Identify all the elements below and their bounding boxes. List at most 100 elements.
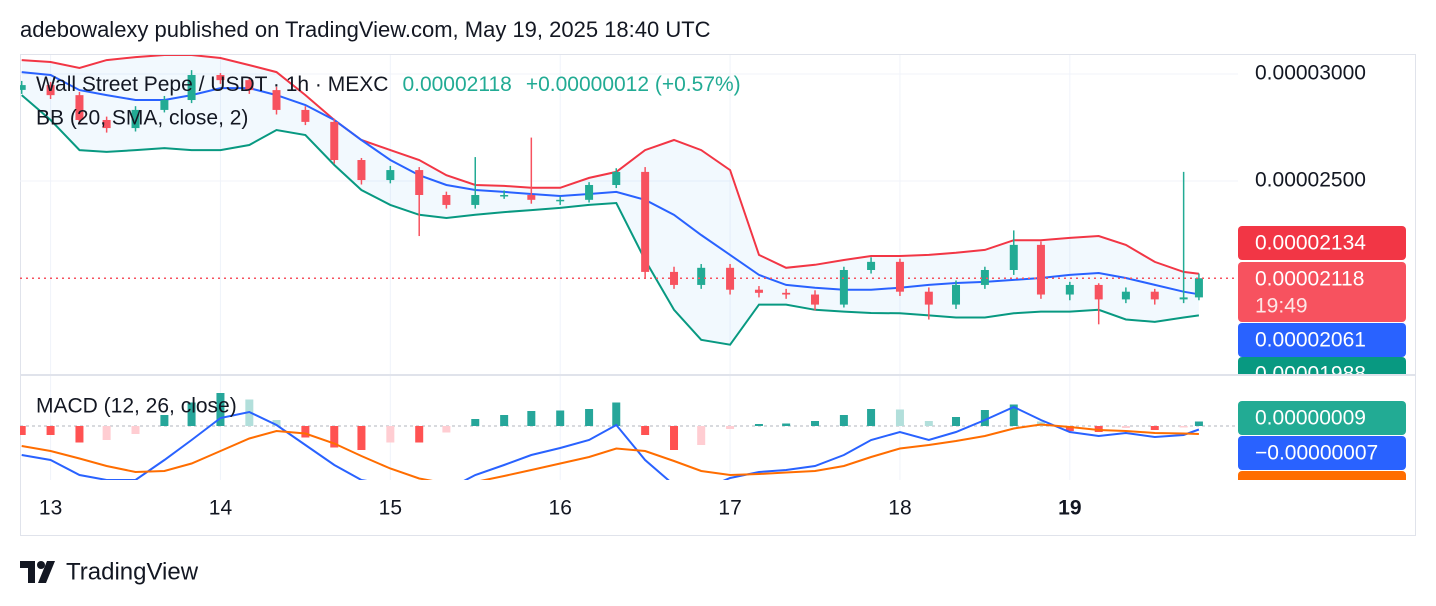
histogram-bar	[1065, 426, 1074, 431]
histogram-bar	[895, 409, 904, 426]
candle-body	[75, 95, 84, 120]
macd-line	[21, 423, 1199, 480]
candle-body	[301, 109, 310, 122]
histogram-bar	[216, 393, 225, 426]
candle-body	[500, 194, 509, 197]
price-tag-label: 0.00002134	[1255, 232, 1366, 255]
histogram-bar	[670, 426, 679, 450]
macd-pane	[20, 393, 1238, 480]
price-tag	[1238, 436, 1406, 470]
frame	[20, 54, 1416, 536]
candle-body	[131, 109, 140, 129]
candle-body	[839, 269, 848, 305]
histogram-bar	[471, 419, 480, 426]
price-tag	[1238, 323, 1406, 357]
price-tag	[1238, 262, 1406, 322]
candle-body	[330, 121, 339, 161]
candle-body	[442, 194, 451, 205]
candle-body	[102, 119, 111, 129]
histogram-bar	[46, 426, 55, 435]
histogram-bar	[867, 409, 876, 426]
histogram-bar	[697, 426, 706, 445]
indicator-legend: BB (20, SMA, close, 2)	[36, 107, 248, 130]
candle-body	[980, 269, 989, 285]
x-tick-label: 18	[888, 497, 911, 520]
candle-body	[1094, 284, 1103, 300]
histogram-bar	[952, 417, 961, 426]
candle-body	[160, 100, 169, 110]
histogram-bar	[527, 411, 536, 426]
candle-body	[585, 184, 594, 200]
candle-body	[471, 194, 480, 205]
legend: Wall Street Pepe / USDT · 1h · MEXC 0.000…	[36, 73, 741, 96]
candle-body	[641, 171, 650, 272]
candle-body	[415, 170, 424, 195]
candle-body	[1036, 244, 1045, 295]
candle-body	[1121, 291, 1130, 300]
band-line	[21, 71, 1200, 296]
price-tags: 0.00002134 0.00002118 19:49 0.00002061 0.000…	[1238, 226, 1406, 386]
histogram-bar	[330, 426, 339, 448]
candle-body	[245, 80, 254, 91]
histogram-bar	[102, 426, 111, 440]
candle-body	[811, 294, 820, 305]
histogram-bar	[272, 420, 281, 426]
candle-body	[386, 170, 395, 181]
candle-body	[272, 90, 281, 110]
candle-body	[357, 160, 366, 181]
histogram-bar	[1121, 426, 1130, 428]
y-tick-label: 0.00003000	[1255, 62, 1366, 85]
symbol: Wall Street Pepe / USDT · 1h · MEXC	[36, 73, 388, 96]
price-tag	[1238, 357, 1406, 374]
histogram-bar	[442, 426, 451, 433]
histogram-bar	[20, 426, 26, 435]
histogram-bar	[612, 402, 621, 426]
countdown: 19:49	[1255, 295, 1308, 318]
candle-body	[952, 284, 961, 305]
logo	[20, 561, 55, 583]
candle-body	[612, 171, 621, 185]
candle-body	[867, 261, 876, 270]
histogram-bar	[980, 410, 989, 426]
price-tag-label: −0.00000007	[1255, 442, 1378, 465]
candle-body	[1065, 284, 1074, 295]
candle-body	[527, 194, 536, 200]
candle-body	[697, 267, 706, 285]
histogram-bar	[187, 402, 196, 426]
histogram-bar	[782, 423, 791, 426]
histogram-bar	[131, 426, 140, 434]
candle-body	[754, 289, 763, 293]
histogram-bar	[585, 409, 594, 426]
price-tag	[1238, 471, 1406, 480]
price-tag-label: 0.00001988	[1255, 363, 1366, 386]
candle-body	[1009, 244, 1018, 270]
grid	[20, 55, 1238, 480]
histogram-bar	[1194, 421, 1203, 426]
last-price: 0.00002118	[402, 73, 511, 96]
histogram-bar	[556, 410, 565, 426]
candle-body	[924, 291, 933, 305]
histogram-bar	[1009, 404, 1018, 426]
x-tick-label: 15	[379, 497, 402, 520]
histogram-bar	[500, 415, 509, 426]
candle-body	[782, 292, 791, 295]
main-pane	[20, 55, 1238, 346]
macd-legend: MACD (12, 26, close)	[36, 395, 237, 418]
axes: 13 14 15 16 17 18 19 0.00003000 0.00002500	[39, 62, 1366, 520]
x-tick-label: 13	[39, 497, 62, 520]
candle-body	[1194, 278, 1203, 298]
histogram-bar	[754, 424, 763, 426]
price-tag-label: 0.00002061	[1255, 329, 1366, 352]
candle-body	[46, 85, 55, 96]
histogram-bar	[641, 426, 650, 435]
macd-tags: 0.00000009 −0.00000007 −0.00000016	[1238, 401, 1406, 480]
x-tick-label: 14	[209, 497, 233, 520]
histogram-bar	[415, 426, 424, 443]
histogram-bar	[811, 421, 820, 426]
histogram-bar	[75, 426, 84, 443]
x-tick-label: 16	[549, 497, 572, 520]
histogram-bar	[726, 426, 735, 429]
histogram-bar	[1179, 426, 1188, 428]
